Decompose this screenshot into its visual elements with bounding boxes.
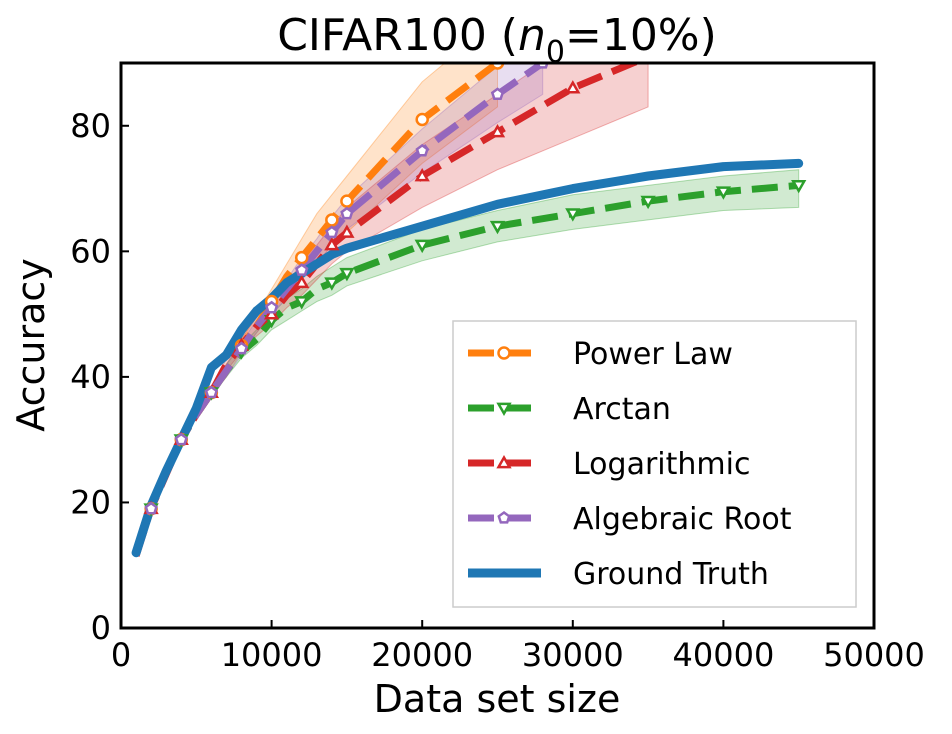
legend-marker (496, 454, 512, 469)
point-algebraic-root (174, 432, 188, 446)
x-tick-label: 50000 (823, 636, 925, 674)
point-arctan (489, 220, 506, 235)
y-tick-label: 20 (70, 483, 111, 521)
point-logarithmic (324, 237, 340, 251)
axis-ticks: 0 10000 20000 30000 40000 50000 0 20 40 60 80 (70, 107, 925, 674)
y-tick-label: 60 (70, 232, 111, 270)
legend-item-arctan: Arctan (468, 392, 671, 427)
legend-label: Power Law (573, 337, 733, 372)
x-tick-label: 20000 (371, 636, 473, 674)
point-algebraic-root (415, 143, 429, 157)
x-axis-label: Data set size (374, 677, 621, 721)
point-arctan (565, 208, 581, 222)
point-algebraic-root (204, 385, 219, 399)
x-tick-label: 40000 (673, 636, 775, 674)
point-arctan (294, 296, 310, 310)
point-algebraic-root (264, 300, 279, 314)
point-algebraic-root (490, 87, 505, 101)
x-tick-label: 30000 (522, 636, 624, 674)
x-tick-label: 10000 (221, 636, 323, 674)
chart-title: CIFAR100 (n0=10%) (277, 10, 717, 70)
x-tick-label: 0 (111, 636, 131, 674)
legend-label: Algebraic Root (573, 502, 792, 537)
point-arctan (414, 239, 430, 254)
point-logarithmic (339, 224, 355, 238)
point-power-law (294, 250, 309, 265)
legend-item-ground-truth: Ground Truth (468, 557, 769, 592)
point-power-law (340, 194, 354, 208)
point-logarithmic (565, 80, 581, 94)
point-arctan (715, 186, 732, 200)
point-algebraic-root (144, 501, 158, 515)
legend-label: Logarithmic (573, 447, 750, 482)
plot-frame (119, 61, 876, 630)
point-logarithmic (294, 274, 310, 289)
point-algebraic-root (325, 225, 339, 239)
point-arctan (640, 195, 656, 210)
legend-label: Arctan (573, 392, 671, 427)
point-algebraic-root (340, 206, 354, 220)
series-markers (143, 63, 807, 517)
legend-item-logarithmic: Logarithmic (468, 447, 750, 482)
legend-label: Ground Truth (573, 557, 769, 592)
point-logarithmic (414, 167, 430, 182)
legend-marker (497, 510, 511, 524)
legend-marker (497, 346, 511, 360)
legend: Power Law Arctan Logarithmic Algebraic Root… (452, 320, 857, 608)
point-algebraic-root (234, 341, 249, 355)
point-power-law (325, 213, 339, 227)
legend-item-algebraic-root: Algebraic Root (468, 502, 792, 537)
point-algebraic-root (295, 263, 309, 276)
point-power-law (415, 112, 429, 127)
legend-marker (496, 402, 512, 417)
y-tick-label: 0 (91, 609, 111, 647)
point-logarithmic (489, 124, 506, 138)
y-axis-label: Accuracy (9, 258, 53, 432)
series-line-ground-truth (131, 158, 804, 558)
point-arctan (791, 180, 807, 194)
point-arctan (324, 277, 340, 291)
y-tick-label: 80 (70, 107, 111, 145)
point-arctan (339, 267, 355, 282)
legend-item-power-law: Power Law (468, 337, 733, 372)
y-tick-label: 40 (70, 358, 111, 396)
